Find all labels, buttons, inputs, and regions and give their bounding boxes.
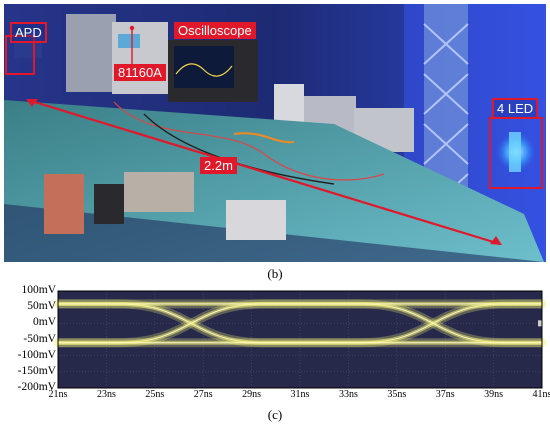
distance-line [27, 98, 501, 246]
x-tick-label: 25ns [145, 389, 165, 400]
distance-arrowhead-end [490, 236, 502, 245]
box-white [226, 200, 286, 240]
scope-trace [175, 63, 233, 77]
y-tick-label: 50mV [27, 300, 56, 313]
x-tick-label: 27ns [193, 389, 213, 400]
x-tick-label: 33ns [338, 389, 358, 400]
x-tick-label: 31ns [290, 389, 310, 400]
apd-highlight-box [5, 35, 35, 75]
y-tick-label: -200mV [17, 381, 56, 393]
apd-label: APD [10, 22, 47, 43]
caption-b: (b) [267, 266, 283, 281]
generator-label: 81160A [114, 64, 166, 81]
y-tick-label: -150mV [17, 364, 56, 377]
generator-pointer-dot [129, 25, 135, 31]
y-tick-label: -50mV [23, 332, 56, 345]
box-under-table [124, 172, 194, 212]
box-left [44, 174, 84, 234]
plot-frame [57, 290, 543, 389]
x-tick-label: 41ns [532, 389, 550, 400]
eye-diagram: 100mV 50mV 0mV -50mV -100mV -150mV -200mV 21ns… [0, 284, 550, 401]
x-tick-label: 23ns [96, 389, 116, 400]
cable-orange [233, 132, 295, 144]
distance-arrowhead-start [26, 99, 38, 107]
y-tick-label: 100mV [21, 284, 57, 296]
x-tick-label: 29ns [242, 389, 262, 400]
generator-screen [118, 34, 140, 48]
trigger-marker [538, 320, 542, 327]
y-tick-label: -100mV [17, 348, 56, 361]
cable-red [113, 101, 385, 181]
lab-scene [4, 4, 546, 262]
caption-c: (c) [267, 407, 283, 422]
instrument-rack-left [66, 14, 116, 92]
x-tick-label: 39ns [484, 389, 504, 400]
pattern-generator [112, 22, 168, 94]
oscilloscope-label: Oscilloscope [174, 22, 256, 39]
x-tick-label: 21ns [48, 389, 68, 400]
eye-diagram-plot [53, 290, 547, 389]
x-tick-label: 35ns [387, 389, 407, 400]
distance-label: 2.2m [200, 157, 237, 174]
x-tick-label: 37ns [435, 389, 455, 400]
led-label: 4 LED [492, 98, 539, 119]
lab-setup-photo: APD Oscilloscope 81160A 2.2m 4 LED [4, 4, 546, 262]
trash-bin [94, 184, 124, 224]
y-tick-label: 0mV [33, 316, 56, 329]
led-array [509, 132, 521, 172]
